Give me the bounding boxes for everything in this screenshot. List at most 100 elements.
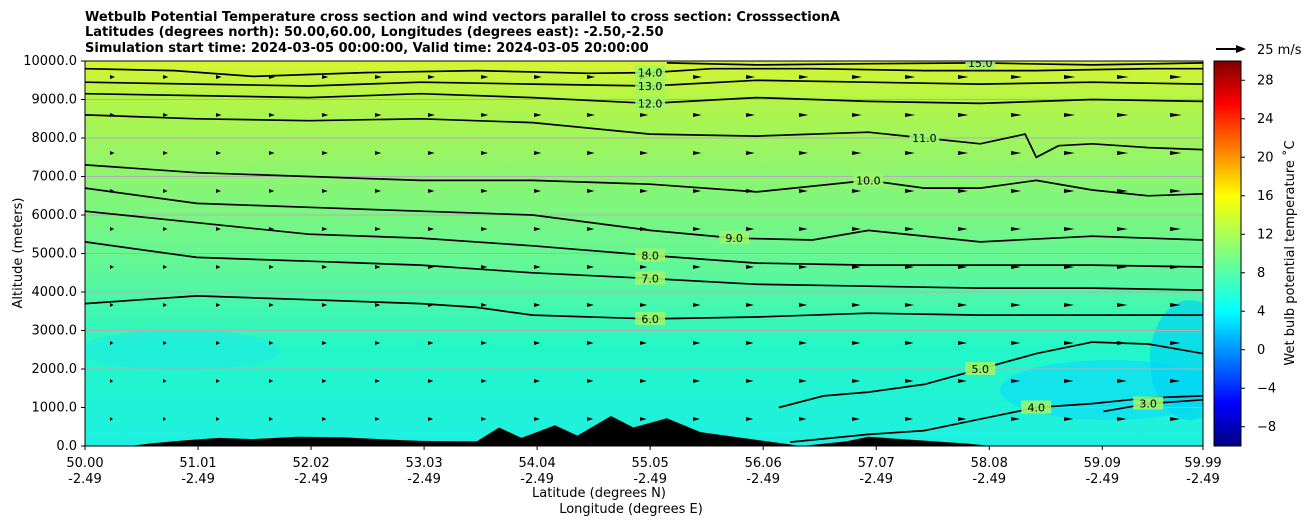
wind-vector [322,265,328,269]
colorbar: −8 −4 0 4 8 12 16 20 24 28 Wet bulb potential tem… [1213,60,1298,447]
wind-vector [905,75,916,79]
wind-vector [587,227,595,231]
wind-vector [1064,265,1075,269]
x-tick-label-lat: 50.00 [66,456,103,471]
wind-vector [1011,151,1022,155]
wind-vector [746,151,755,155]
wind-vector [852,303,861,307]
wind-vector [693,227,701,231]
wind-vector [1064,75,1076,79]
contour-lines: 15.0 14.013.0 12.0 11.0 10.0 9.0 8.0 7.0 6.0 5.0 4… [85,61,1203,443]
wind-vector [640,265,648,269]
contour-label-bg [1021,400,1052,414]
wind-vector [163,227,168,231]
x-tick-label-lat: 57.07 [858,456,895,471]
wind-vector [1170,75,1182,79]
colorbar-tick-label: 24 [1257,112,1274,127]
wind-vector [693,151,702,155]
wind-vector [1011,75,1022,79]
wind-vector [375,227,381,231]
wind-vector [905,379,914,383]
colorbar-tick-label: 20 [1257,150,1274,165]
colorbar-label: Wet bulb potential temperature ˚C [1282,140,1298,365]
wind-vector [693,341,701,345]
wind-vector [163,417,167,421]
wind-vector [799,151,809,155]
wind-vector [322,417,327,421]
y-tick-label: 5000.0 [32,247,78,262]
contour-label: 10.0 [856,174,881,187]
wind-vector [163,75,169,79]
contour-label-bg [635,79,666,93]
wind-vector [905,189,915,193]
wind-vector [587,189,595,193]
wind-vector [269,265,274,269]
wind-vector [110,265,114,269]
wind-vector [587,113,595,117]
wind-vector [534,189,542,193]
y-tick-label: 8000.0 [32,131,78,146]
wind-vector [587,379,594,383]
wind-vector [1064,113,1076,117]
title-line-3: Simulation start time: 2024-03-05 00:00:… [85,41,649,56]
wind-vector [958,303,968,307]
contour-label-bg [635,248,666,262]
wind-vector [958,379,967,383]
colorbar-gradient [1213,60,1242,447]
wind-vector [905,417,914,421]
wind-vector [110,227,115,231]
y-tick-label: 9000.0 [32,93,78,108]
wind-vector [375,189,382,193]
wind-vector [481,227,488,231]
wind-vector [799,341,807,345]
contour-label: 7.0 [641,273,659,286]
x-tick-label-lon: -2.49 [294,472,328,487]
y-tick-label: 3000.0 [32,324,78,339]
wind-vector [1117,417,1127,421]
wind-vector [1011,113,1022,117]
wind-vectors [110,75,1182,421]
wind-vector [163,189,168,193]
x-tick-label-lat: 58.08 [971,456,1008,471]
x-tick-label-lon: -2.49 [520,472,554,487]
wind-vector [481,113,489,117]
wind-vector [428,227,435,231]
y-tick-label: 1000.0 [32,401,78,416]
terrain-silhouette [129,416,992,446]
wind-vector [693,379,701,383]
wind-vector [693,265,701,269]
wind-vector [216,417,220,421]
colorbar-tick-label: 16 [1257,189,1274,204]
wind-vector [481,417,487,421]
wind-vector [534,341,541,345]
wind-vector [1117,303,1128,307]
wind-vector [746,265,755,269]
wind-vector [1170,303,1181,307]
wind-vector [163,151,168,155]
wind-vector [428,151,435,155]
wind-vector [428,379,434,383]
wind-vector [693,113,702,117]
y-tick-label: 0.0 [56,439,77,454]
wind-vector [110,379,114,383]
colorbar-tick-label: 0 [1257,343,1265,358]
wind-vector [1064,379,1074,383]
contour-label-bg [965,362,996,375]
wind-vector [852,151,862,155]
colorbar-tick-label: 8 [1257,266,1265,281]
wind-vector [852,379,861,383]
wind-vector [322,189,328,193]
plot-area: 15.0 14.013.0 12.0 11.0 10.0 9.0 8.0 7.0 6.0 5.0 4… [84,60,1204,447]
wind-vector [269,303,274,307]
wind-vector [534,265,541,269]
wind-vector [905,265,915,269]
chart-title: Wetbulb Potential Temperature cross sect… [85,10,840,56]
wind-vector [905,113,916,117]
y-tick-label: 7000.0 [32,170,78,185]
x-axis: 50.00-2.4951.01-2.4952.02-2.4953.03-2.49… [66,446,1222,487]
wind-vector [640,189,648,193]
contour-label-bg [909,131,940,144]
wind-vector [905,227,915,231]
wind-vector [481,151,489,155]
wind-vector [1011,189,1022,193]
